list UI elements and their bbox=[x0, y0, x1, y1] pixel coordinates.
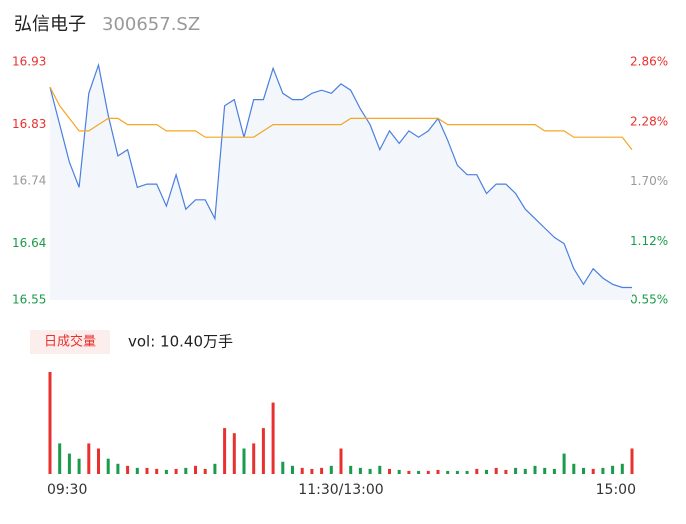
y2-tick-label: 1.12% bbox=[630, 234, 668, 248]
volume-bar bbox=[320, 467, 324, 474]
volume-bar bbox=[232, 433, 236, 474]
volume-bar bbox=[630, 448, 634, 474]
volume-bar bbox=[533, 465, 537, 474]
y2-tick-label: 1.70% bbox=[630, 174, 668, 188]
volume-bar bbox=[455, 470, 459, 474]
volume-bar bbox=[116, 463, 120, 474]
volume-bar bbox=[475, 468, 479, 474]
volume-button[interactable]: 日成交量 bbox=[44, 334, 96, 350]
volume-bar bbox=[339, 448, 343, 474]
volume-bar bbox=[271, 402, 275, 474]
y-tick-label: 16.64 bbox=[12, 236, 46, 250]
volume-bar bbox=[252, 443, 256, 474]
volume-bar bbox=[349, 465, 353, 474]
volume-bar bbox=[48, 372, 52, 474]
volume-bar bbox=[562, 453, 566, 474]
volume-bar bbox=[417, 470, 421, 474]
x-tick-label: 15:00 bbox=[596, 482, 636, 498]
volume-bar bbox=[106, 458, 110, 474]
volume-bar bbox=[223, 428, 227, 474]
volume-bar bbox=[582, 467, 585, 474]
x-tick-label: 11:30/13:00 bbox=[298, 482, 383, 498]
volume-bar bbox=[407, 470, 411, 474]
volume-bar bbox=[310, 468, 314, 474]
volume-bar bbox=[155, 468, 159, 474]
volume-bar bbox=[242, 448, 246, 474]
volume-bar bbox=[135, 467, 139, 474]
volume-bar bbox=[485, 469, 488, 474]
volume-bar bbox=[572, 463, 576, 474]
volume-bar bbox=[145, 467, 149, 474]
volume-bar bbox=[291, 465, 294, 474]
volume-bar bbox=[620, 463, 624, 474]
volume-bar bbox=[378, 465, 382, 474]
volume-bar bbox=[465, 470, 469, 474]
volume-bar bbox=[164, 469, 168, 474]
y-tick-label: 16.55 bbox=[12, 293, 46, 307]
y2-tick-label: 2.86% bbox=[630, 55, 668, 69]
volume-bar bbox=[174, 468, 178, 474]
price-area bbox=[50, 65, 632, 300]
volume-bar bbox=[552, 468, 556, 474]
volume-bar bbox=[388, 468, 391, 474]
volume-bar bbox=[87, 443, 91, 474]
volume-bar bbox=[611, 465, 615, 474]
volume-bar bbox=[184, 467, 188, 474]
volume-bar bbox=[436, 469, 440, 474]
volume-bar bbox=[543, 467, 547, 474]
volume-bar bbox=[77, 458, 81, 474]
volume-bar bbox=[203, 468, 207, 474]
volume-bar bbox=[504, 469, 508, 474]
y2-tick-label: 2.28% bbox=[630, 114, 668, 128]
volume-bar bbox=[514, 467, 518, 474]
volume-bar bbox=[329, 465, 333, 474]
volume-bar bbox=[213, 463, 217, 474]
volume-bar bbox=[591, 468, 595, 474]
chart-subtitle: 300657.SZ bbox=[102, 14, 200, 35]
volume-label: vol: 10.40万手 bbox=[128, 333, 233, 351]
volume-bar bbox=[126, 465, 130, 474]
y-tick-label: 16.83 bbox=[12, 117, 46, 131]
x-tick-label: 09:30 bbox=[47, 482, 87, 498]
volume-bar bbox=[58, 443, 62, 474]
volume-bar bbox=[601, 467, 605, 474]
volume-bar bbox=[426, 470, 430, 474]
volume-bar bbox=[281, 461, 285, 474]
volume-bar bbox=[397, 469, 401, 474]
chart-title: 弘信电子 bbox=[14, 14, 86, 35]
volume-bar bbox=[358, 467, 362, 474]
volume-bar bbox=[494, 467, 498, 474]
volume-bar bbox=[194, 465, 197, 474]
volume-bar bbox=[67, 453, 71, 474]
volume-bar bbox=[368, 468, 372, 474]
volume-button-bg[interactable] bbox=[30, 330, 110, 354]
volume-bar bbox=[97, 448, 100, 474]
y2-tick-label: 0.55% bbox=[630, 293, 668, 307]
y-tick-label: 16.93 bbox=[12, 55, 46, 69]
volume-bar bbox=[300, 467, 304, 474]
volume-bar bbox=[446, 470, 450, 474]
price-line bbox=[49, 62, 632, 289]
y-tick-label: 16.74 bbox=[12, 174, 46, 188]
volume-bar bbox=[523, 468, 527, 474]
average-line bbox=[49, 86, 633, 151]
volume-bar bbox=[261, 428, 265, 474]
